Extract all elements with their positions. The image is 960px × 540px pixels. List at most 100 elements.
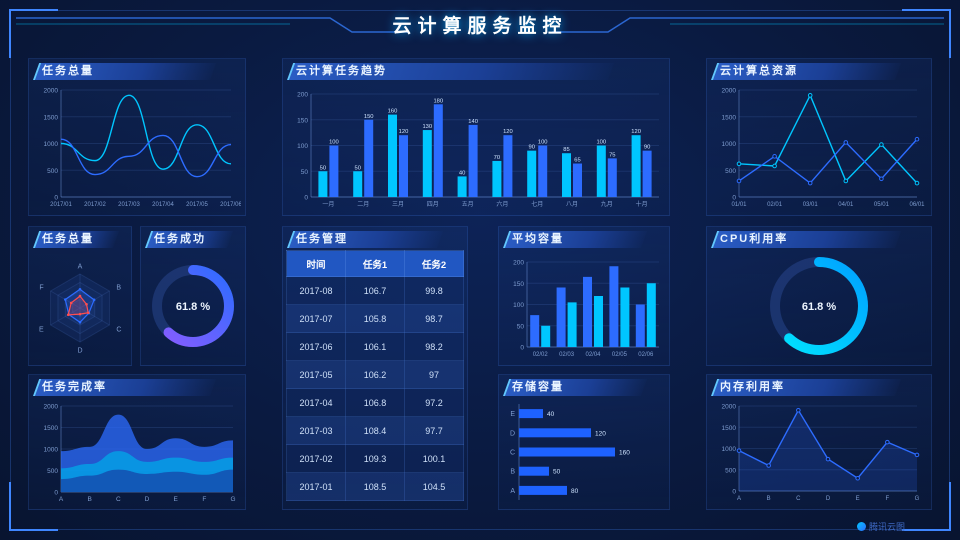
svg-text:0: 0 xyxy=(54,195,58,202)
table-cell: 108.5 xyxy=(345,472,405,501)
svg-text:C: C xyxy=(510,450,515,457)
svg-text:40: 40 xyxy=(459,170,465,176)
svg-text:75: 75 xyxy=(609,152,615,158)
svg-text:150: 150 xyxy=(297,117,308,124)
table-row: 2017-01 108.5 104.5 xyxy=(286,472,464,501)
cloud-task-trend-chart: 0 50 100 150 200 一月 二月 三月 四月 五月 六月 七月 八月 九月 十月 50 50 160 1… xyxy=(297,92,659,208)
svg-text:02/02: 02/02 xyxy=(533,352,549,358)
table-cell: 104.5 xyxy=(404,472,464,501)
svg-text:200: 200 xyxy=(297,92,308,99)
svg-text:1500: 1500 xyxy=(722,425,737,432)
svg-text:01/01: 01/01 xyxy=(731,202,747,208)
avg-capacity-chart: 0 50 100 150 200 02/02 02/03 02/04 02/05 02/06 xyxy=(513,260,659,358)
table-header-cell: 时间 xyxy=(286,250,346,277)
table-cell: 2017-05 xyxy=(286,360,346,389)
panel-header: CPU利用率 xyxy=(711,231,927,248)
svg-text:2017/01: 2017/01 xyxy=(50,202,72,208)
panel-header: 云计算总资源 xyxy=(711,63,927,80)
svg-text:03/01: 03/01 xyxy=(803,202,819,208)
svg-text:500: 500 xyxy=(47,468,58,475)
svg-text:D: D xyxy=(510,430,515,437)
panel-title: 平均容量 xyxy=(512,233,564,245)
svg-text:200: 200 xyxy=(513,260,524,267)
svg-text:1000: 1000 xyxy=(722,141,737,148)
svg-text:一月: 一月 xyxy=(322,201,334,208)
panel-header: 任务总量 xyxy=(33,231,127,248)
svg-text:04/01: 04/01 xyxy=(838,202,854,208)
table-row: 2017-03 108.4 97.7 xyxy=(286,416,464,445)
table-cell: 2017-06 xyxy=(286,332,346,361)
svg-text:2000: 2000 xyxy=(44,404,59,411)
table-cell: 2017-03 xyxy=(286,416,346,445)
svg-text:100: 100 xyxy=(513,302,524,309)
svg-text:100: 100 xyxy=(329,140,339,146)
svg-text:50: 50 xyxy=(517,323,525,330)
table-row: 2017-02 109.3 100.1 xyxy=(286,444,464,473)
svg-text:61.8 %: 61.8 % xyxy=(802,301,836,313)
svg-text:180: 180 xyxy=(433,98,443,104)
svg-text:120: 120 xyxy=(503,129,513,135)
storage-capacity-chart: A 80 B 50 C 160 D 120 E 40 xyxy=(510,404,630,500)
svg-text:八月: 八月 xyxy=(566,201,578,208)
svg-text:90: 90 xyxy=(644,145,650,151)
table-cell: 2017-07 xyxy=(286,304,346,333)
svg-text:50: 50 xyxy=(301,169,309,176)
svg-text:C: C xyxy=(116,496,121,503)
table-cell: 106.1 xyxy=(345,332,405,361)
table-row: 2017-06 106.1 98.2 xyxy=(286,332,464,361)
table-cell: 2017-08 xyxy=(286,276,346,305)
svg-text:六月: 六月 xyxy=(496,200,508,208)
task-total-radar-chart: A B C D E F xyxy=(39,264,121,355)
svg-text:0: 0 xyxy=(520,345,524,352)
table-header-cell: 任务2 xyxy=(404,250,464,277)
svg-text:F: F xyxy=(39,285,43,292)
svg-text:80: 80 xyxy=(571,488,579,495)
title-bar: 云计算服务监控 xyxy=(0,12,960,44)
panel-title: 内存利用率 xyxy=(720,381,785,393)
table-cell: 97 xyxy=(404,360,464,389)
table-cell: 2017-04 xyxy=(286,388,346,417)
table-cell: 2017-02 xyxy=(286,444,346,473)
svg-text:B: B xyxy=(767,496,771,502)
svg-text:E: E xyxy=(173,496,178,503)
table-cell: 98.7 xyxy=(404,304,464,333)
svg-text:1000: 1000 xyxy=(44,141,59,148)
svg-text:2017/03: 2017/03 xyxy=(118,202,140,208)
svg-text:05/01: 05/01 xyxy=(874,202,890,208)
svg-text:1500: 1500 xyxy=(722,114,737,121)
table-cell: 106.2 xyxy=(345,360,405,389)
panel-title: 任务总量 xyxy=(42,233,94,245)
panel-header: 任务完成率 xyxy=(33,379,241,396)
svg-text:130: 130 xyxy=(422,124,432,130)
panel-title: 存储容量 xyxy=(512,381,564,393)
svg-text:B: B xyxy=(116,285,121,292)
panel-title: 任务成功 xyxy=(154,233,206,245)
panel-title: 任务管理 xyxy=(296,233,348,245)
panel-title: 任务完成率 xyxy=(42,381,107,393)
svg-text:2000: 2000 xyxy=(722,404,737,411)
svg-text:0: 0 xyxy=(54,490,58,497)
task-total-line-chart: 0 500 1000 1500 2000 2017/01 2017/02 2017/03 201… xyxy=(44,88,241,209)
svg-text:02/05: 02/05 xyxy=(612,352,628,358)
svg-text:150: 150 xyxy=(364,114,374,120)
svg-text:120: 120 xyxy=(399,129,409,135)
svg-text:E: E xyxy=(510,411,515,418)
svg-text:90: 90 xyxy=(528,145,534,151)
svg-text:0: 0 xyxy=(304,195,308,202)
svg-text:85: 85 xyxy=(563,147,569,153)
svg-text:二月: 二月 xyxy=(357,201,369,208)
svg-text:E: E xyxy=(39,327,44,334)
svg-text:E: E xyxy=(856,496,860,502)
table-cell: 97.7 xyxy=(404,416,464,445)
table-header-row: 时间 任务1 任务2 xyxy=(286,250,464,277)
svg-text:1000: 1000 xyxy=(722,446,737,453)
svg-text:500: 500 xyxy=(47,168,58,175)
svg-text:九月: 九月 xyxy=(601,200,613,208)
svg-text:70: 70 xyxy=(494,155,500,161)
svg-text:三月: 三月 xyxy=(392,201,404,208)
panel-title: CPU利用率 xyxy=(720,233,789,245)
panel-header: 任务成功 xyxy=(145,231,241,248)
svg-text:G: G xyxy=(230,496,235,503)
panel-title: 任务总量 xyxy=(42,65,94,77)
